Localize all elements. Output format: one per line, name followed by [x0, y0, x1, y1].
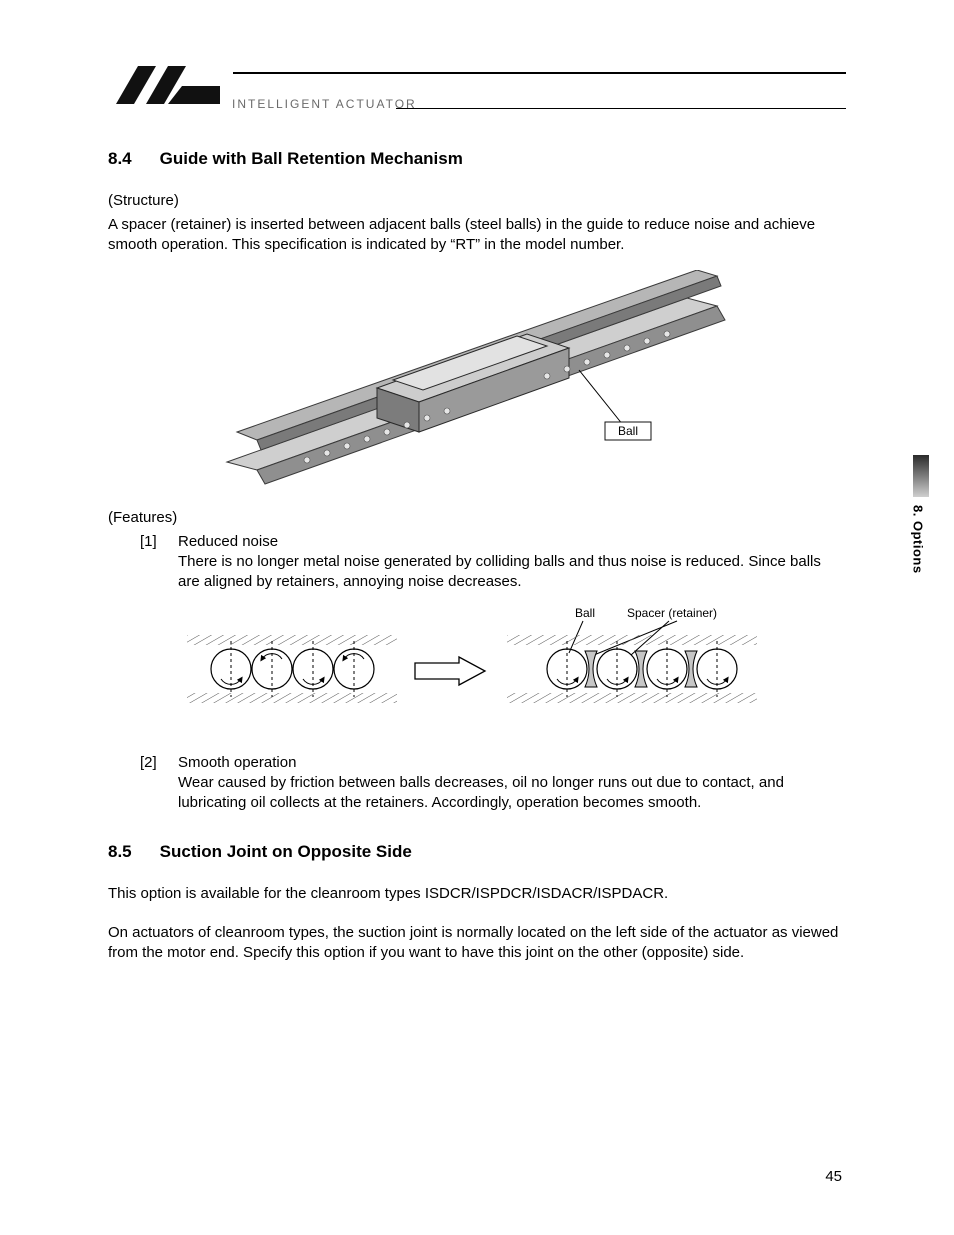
structure-label: (Structure): [108, 191, 846, 211]
side-tab: 8. Options: [909, 455, 934, 574]
section-heading-84: 8.4 Guide with Ball Retention Mechanism: [108, 148, 846, 171]
figure-ball-spacer-diagram: Ball Spacer (retainer): [108, 605, 846, 735]
feature-2-row: [2] Smooth operation Wear caused by fric…: [108, 753, 846, 814]
section-title: Suction Joint on Opposite Side: [160, 841, 412, 864]
feature-2-title: Smooth operation: [178, 753, 846, 773]
feature-1-text: There is no longer metal noise generated…: [178, 552, 846, 593]
features-label: (Features): [108, 508, 846, 528]
side-tab-gradient: [913, 455, 929, 497]
brand-logo: INTELLIGENT ACTUATOR: [108, 60, 417, 114]
section85-p2: On actuators of cleanroom types, the suc…: [108, 923, 846, 964]
figure-rail-iso: Ball: [108, 270, 846, 490]
brand-text: INTELLIGENT ACTUATOR: [228, 96, 417, 114]
feature-1-title: Reduced noise: [178, 532, 846, 552]
feature-1-row: [1] Reduced noise There is no longer met…: [108, 532, 846, 593]
feature-1-num: [1]: [140, 532, 178, 593]
feature-2-num: [2]: [140, 753, 178, 814]
structure-text: A spacer (retainer) is inserted between …: [108, 215, 846, 256]
page-number: 45: [825, 1167, 842, 1187]
svg-text:Spacer (retainer): Spacer (retainer): [627, 606, 717, 620]
section85-p1: This option is available for the cleanro…: [108, 884, 846, 904]
side-tab-label: 8. Options: [909, 505, 927, 574]
svg-text:Ball: Ball: [575, 606, 595, 620]
fig1-ball-label: Ball: [618, 424, 638, 438]
section-number: 8.5: [108, 841, 132, 864]
section-number: 8.4: [108, 148, 132, 171]
page-header: INTELLIGENT ACTUATOR: [108, 60, 846, 120]
section-heading-85: 8.5 Suction Joint on Opposite Side: [108, 841, 846, 864]
section-title: Guide with Ball Retention Mechanism: [160, 148, 463, 171]
feature-2-text: Wear caused by friction between balls de…: [178, 773, 846, 814]
